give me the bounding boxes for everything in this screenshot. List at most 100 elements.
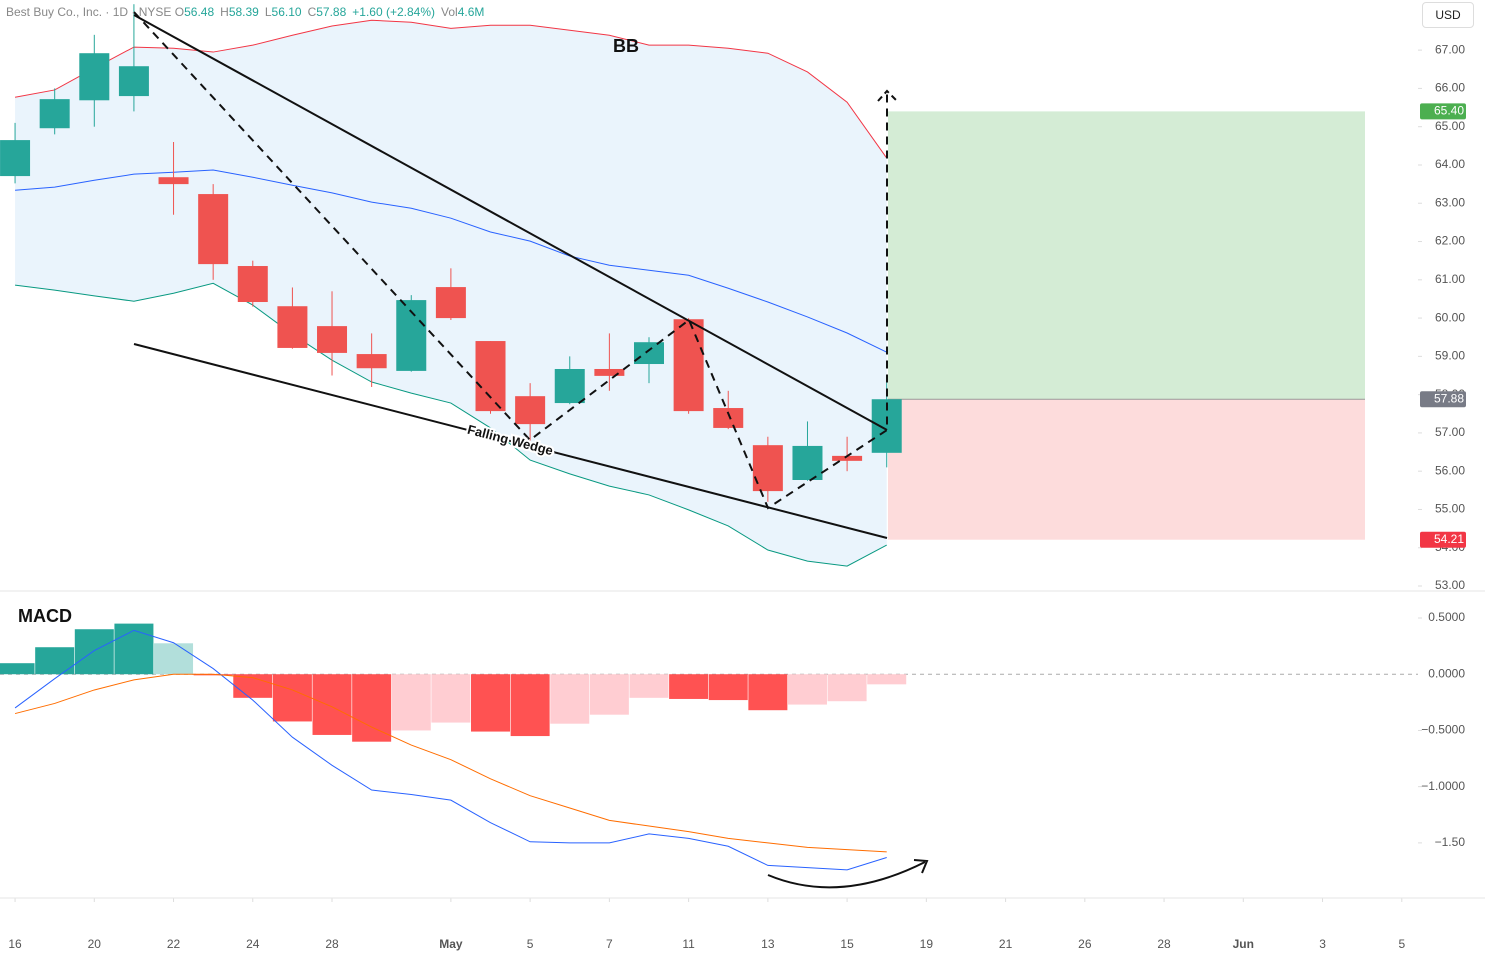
header-text: H — [220, 5, 229, 19]
macd-title: MACD — [18, 606, 72, 626]
y-tick-label: 66.00 — [1435, 81, 1465, 95]
x-tick-label: 5 — [1398, 937, 1405, 951]
histogram-bar — [550, 674, 590, 724]
y-tick-label: 61.00 — [1435, 272, 1465, 286]
profit-zone — [888, 111, 1365, 400]
y-tick-label: 53.00 — [1435, 578, 1465, 592]
histogram-bar — [589, 674, 629, 715]
candle-body — [0, 140, 31, 177]
histogram-bar — [787, 674, 827, 705]
histogram-bar — [669, 674, 709, 699]
header-text: 1D — [112, 5, 129, 19]
y-tick-label: 67.00 — [1435, 42, 1465, 56]
header-text: 56.10 — [271, 5, 302, 19]
x-tick-label: 26 — [1078, 937, 1092, 951]
wedge-lower — [133, 343, 888, 539]
entry-price-label-box — [1420, 391, 1466, 408]
header-text: 56.48 — [184, 5, 215, 19]
header-text: 4.6M — [457, 5, 485, 19]
histogram-bar — [74, 629, 114, 675]
target-price-label-box — [1420, 103, 1466, 120]
header-text: C — [307, 5, 317, 19]
histogram-bar — [272, 674, 312, 722]
candle-body — [79, 53, 110, 101]
macd-line — [14, 629, 887, 871]
x-tick-label: 5 — [527, 937, 534, 951]
candle-body — [475, 341, 506, 412]
header-text: Vol — [441, 5, 458, 19]
candle-body — [435, 287, 466, 319]
bb-upper — [14, 19, 888, 159]
y-tick-label: −1.50 — [1435, 835, 1466, 849]
candle-body — [832, 455, 863, 461]
x-tick-label: 3 — [1319, 937, 1326, 951]
x-tick-label: May — [439, 937, 463, 951]
y-tick-label: 64.00 — [1435, 157, 1465, 171]
header-text: Best Buy Co., Inc. — [6, 5, 103, 19]
y-tick-label: −0.5000 — [1421, 723, 1465, 737]
y-tick-label: 59.00 — [1435, 349, 1465, 363]
candle-body — [158, 177, 189, 185]
x-tick-label: 21 — [999, 937, 1013, 951]
candle-body — [752, 445, 783, 492]
x-tick-label: 22 — [167, 937, 181, 951]
fill-layer — [0, 20, 1418, 675]
separator: · — [128, 5, 139, 19]
currency-button[interactable]: USD — [1422, 2, 1474, 28]
macd-arrowhead — [913, 859, 929, 874]
x-tick-label: 11 — [682, 937, 695, 951]
entry-price-label: 57.88 — [1434, 391, 1464, 405]
symbol-header: Best Buy Co., Inc. · 1D · NYSE O56.48 H58… — [6, 5, 490, 19]
x-tick-label: 20 — [88, 937, 102, 951]
histogram-bar — [312, 674, 352, 735]
x-tick-label: 16 — [8, 937, 22, 951]
y-tick-label: 62.00 — [1435, 234, 1465, 248]
y-tick-label: 55.00 — [1435, 502, 1465, 516]
histogram-bar — [827, 674, 867, 702]
projection-arrowhead — [877, 89, 898, 102]
x-tick-label: 24 — [246, 937, 260, 951]
header-text: NYSE — [138, 5, 172, 19]
candle-body — [198, 194, 229, 265]
y-tick-label: 57.00 — [1435, 425, 1465, 439]
separator: · — [102, 5, 113, 19]
bb-label: BB — [613, 36, 639, 56]
stop-price-label: 54.21 — [1434, 532, 1464, 546]
target-price-label: 65.40 — [1434, 104, 1464, 118]
loss-zone — [888, 399, 1365, 540]
candle-body — [118, 66, 149, 97]
histogram-bar — [0, 663, 35, 675]
candle-body — [515, 396, 546, 425]
histogram-bar — [391, 674, 431, 731]
candle-body — [237, 266, 268, 303]
histogram-bar — [510, 674, 550, 737]
candle-body — [317, 326, 348, 353]
bb-basis — [15, 169, 887, 353]
histogram-bar — [471, 674, 511, 732]
x-tick-label: 28 — [1157, 937, 1171, 951]
histogram-bar — [629, 674, 669, 698]
y-tick-label: 65.00 — [1435, 119, 1465, 133]
main-layer — [0, 4, 1422, 902]
candle-body — [633, 342, 664, 365]
candle-body — [554, 368, 585, 404]
histogram-bar — [708, 674, 748, 701]
x-tick-label: 15 — [840, 937, 854, 951]
y-tick-label: −1.0000 — [1421, 779, 1465, 793]
y-tick-label: 0.5000 — [1428, 610, 1465, 624]
y-tick-label: 56.00 — [1435, 463, 1465, 477]
signal-line — [14, 673, 887, 853]
header-text: L — [264, 5, 272, 19]
candle-body — [594, 368, 625, 376]
candle-body — [39, 99, 70, 129]
bb-lower — [14, 282, 887, 567]
y-tick-label: 63.00 — [1435, 195, 1465, 209]
histogram-bar — [748, 674, 788, 711]
macd-curve-arrow — [767, 861, 926, 889]
drawings — [133, 11, 929, 889]
y-tick-label: 60.00 — [1435, 310, 1465, 324]
header-text: O — [174, 5, 185, 19]
stop-price-label-box — [1420, 531, 1466, 548]
x-tick-label: 7 — [606, 937, 613, 951]
